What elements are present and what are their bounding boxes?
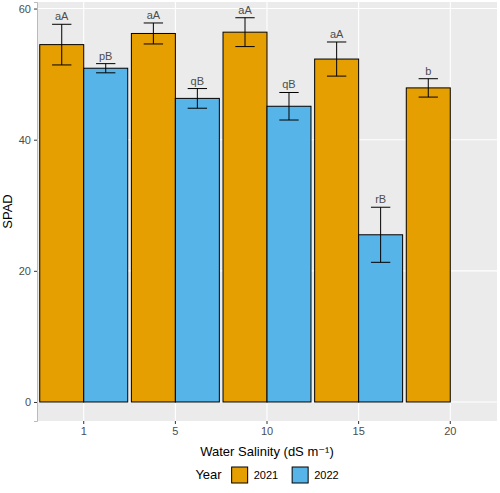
tick-label: 15 xyxy=(353,425,365,437)
x-axis: 15101520 xyxy=(38,421,498,437)
annotation: pB xyxy=(99,50,112,62)
tick: 15 xyxy=(353,421,365,437)
error-bar xyxy=(144,23,163,44)
bar xyxy=(84,68,128,402)
series xyxy=(84,64,403,402)
tick-mark xyxy=(267,421,268,424)
tick-mark xyxy=(34,271,37,272)
error-bar xyxy=(327,42,346,76)
legend-label: 2021 xyxy=(254,469,278,481)
plot-background xyxy=(37,2,497,421)
series xyxy=(40,18,451,402)
annotation: b xyxy=(425,65,431,77)
legend-title: Year xyxy=(195,467,222,482)
tick: 0 xyxy=(25,396,37,408)
bar xyxy=(223,32,267,402)
bar xyxy=(40,45,84,402)
tick-mark xyxy=(34,140,37,141)
tick: 20 xyxy=(19,265,37,277)
annotation: qB xyxy=(282,78,295,90)
tick-label: 1 xyxy=(81,425,87,437)
tick: 60 xyxy=(19,3,37,15)
error-bar xyxy=(279,92,298,120)
tick-label: 20 xyxy=(444,425,456,437)
tick-label: 20 xyxy=(19,265,31,277)
bar xyxy=(175,98,219,402)
annotation: aA xyxy=(55,10,69,22)
tick-label: 10 xyxy=(261,425,273,437)
bar xyxy=(315,59,359,402)
plot: aAaAaAaAbpBqBqBrB020406015101520 xyxy=(19,2,498,437)
annotation: qB xyxy=(191,75,204,87)
bar xyxy=(267,106,311,402)
annotation: rB xyxy=(375,193,386,205)
tick-mark xyxy=(175,421,176,424)
tick: 5 xyxy=(172,421,178,437)
tick-mark xyxy=(34,402,37,403)
tick-label: 5 xyxy=(172,425,178,437)
legend-swatch xyxy=(292,467,308,483)
tick-label: 60 xyxy=(19,3,31,15)
legend-swatch xyxy=(232,467,248,483)
legend: Year 2021 2022 xyxy=(195,467,338,483)
error-bar xyxy=(419,79,438,97)
error-bar xyxy=(371,207,390,262)
bar xyxy=(131,33,175,402)
grid xyxy=(37,2,497,421)
tick: 40 xyxy=(19,134,37,146)
legend-label: 2022 xyxy=(314,469,338,481)
bar xyxy=(406,88,450,402)
tick-mark xyxy=(34,9,37,10)
y-axis-title: SPAD xyxy=(0,194,15,228)
marks xyxy=(40,18,451,402)
chart: aAaAaAaAbpBqBqBrB020406015101520Water Sa… xyxy=(0,0,500,493)
annotations: aA aA aA aA b pB qB qB rB xyxy=(55,4,431,206)
error-bar xyxy=(96,64,115,73)
tick-mark xyxy=(83,421,84,424)
annotation: aA xyxy=(147,9,161,21)
tick: 20 xyxy=(444,421,456,437)
y-axis: 0 20 40 60 xyxy=(19,3,38,422)
axis-line xyxy=(34,3,38,422)
tick-mark xyxy=(450,421,451,424)
tick-label: 40 xyxy=(19,134,31,146)
tick-mark xyxy=(358,421,359,424)
bar xyxy=(450,401,494,402)
error-bar xyxy=(235,18,254,47)
annotation: aA xyxy=(238,4,252,16)
x-axis-title: Water Salinity (dS m⁻¹) xyxy=(200,444,334,459)
tick: 10 xyxy=(261,421,273,437)
tick: 1 xyxy=(81,421,87,437)
annotation: aA xyxy=(330,28,344,40)
tick-label: 0 xyxy=(25,396,31,408)
error-bar xyxy=(188,89,207,109)
error-bar xyxy=(52,24,71,65)
